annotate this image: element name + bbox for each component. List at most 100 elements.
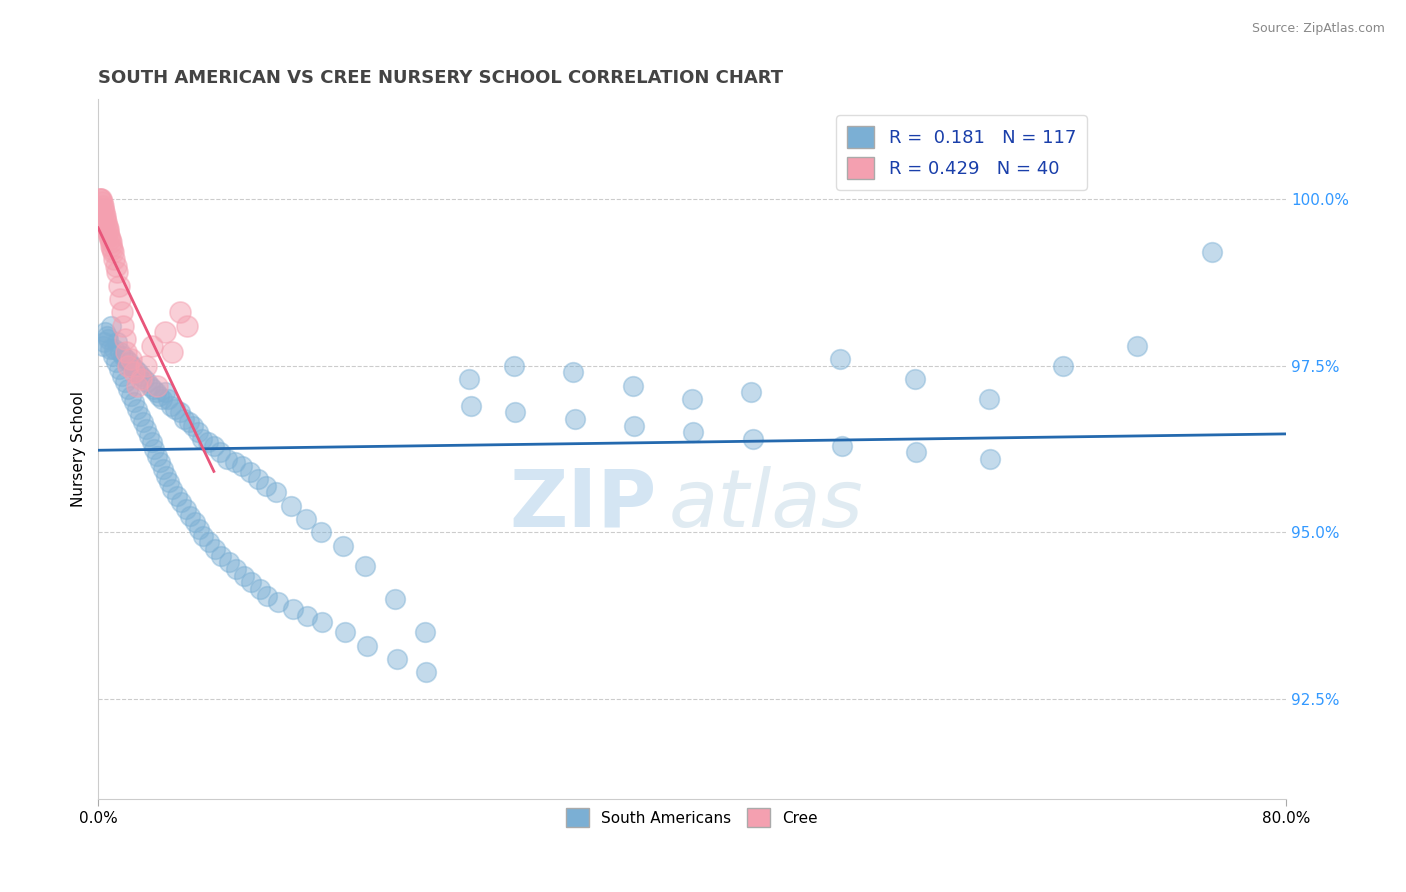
Point <box>97 332 120 346</box>
Point <box>232 568 254 582</box>
Point <box>91 199 114 213</box>
Point <box>564 412 586 426</box>
Point <box>132 372 155 386</box>
Point <box>104 259 127 273</box>
Point <box>142 382 165 396</box>
Point <box>197 435 219 450</box>
Point <box>141 339 163 353</box>
Point <box>176 318 198 333</box>
Legend: South Americans, Cree: South Americans, Cree <box>560 802 824 833</box>
Point <box>129 372 152 386</box>
Point <box>384 591 406 606</box>
Point <box>218 555 240 569</box>
Point <box>103 252 125 266</box>
Text: SOUTH AMERICAN VS CREE NURSERY SCHOOL CORRELATION CHART: SOUTH AMERICAN VS CREE NURSERY SCHOOL CO… <box>98 69 783 87</box>
Point <box>103 342 125 356</box>
Point <box>122 365 145 379</box>
Point <box>165 402 187 417</box>
Point <box>150 392 173 406</box>
Point <box>188 522 211 536</box>
Point <box>186 425 208 440</box>
Point <box>162 482 184 496</box>
Point <box>153 326 176 340</box>
Point <box>89 192 111 206</box>
Point <box>96 215 118 229</box>
Point <box>135 422 157 436</box>
Point <box>979 452 1001 467</box>
Point <box>120 389 142 403</box>
Point <box>115 345 138 359</box>
Point <box>145 385 167 400</box>
Point <box>111 305 134 319</box>
Point <box>356 639 378 653</box>
Point <box>267 595 290 609</box>
Point <box>1126 339 1149 353</box>
Point <box>141 435 163 450</box>
Point <box>247 472 270 486</box>
Point <box>166 489 188 503</box>
Point <box>129 368 152 383</box>
Point <box>249 582 271 596</box>
Point <box>904 372 927 386</box>
Point <box>830 352 852 367</box>
Point <box>91 339 114 353</box>
Point <box>281 602 304 616</box>
Point <box>741 432 763 446</box>
Point <box>297 608 319 623</box>
Point <box>177 415 200 429</box>
Point <box>191 432 214 446</box>
Point <box>217 452 239 467</box>
Point <box>977 392 1000 406</box>
Point <box>112 318 135 333</box>
Point <box>90 192 112 206</box>
Point <box>136 376 159 390</box>
Point <box>153 385 176 400</box>
Point <box>105 265 128 279</box>
Point <box>112 349 135 363</box>
Point <box>139 378 162 392</box>
Point <box>108 278 131 293</box>
Point <box>101 245 124 260</box>
Point <box>254 478 277 492</box>
Point <box>681 392 703 406</box>
Point <box>100 318 122 333</box>
Point <box>309 525 332 540</box>
Point <box>135 359 157 373</box>
Point <box>143 442 166 456</box>
Point <box>128 409 150 423</box>
Point <box>682 425 704 440</box>
Point <box>90 195 112 210</box>
Point <box>460 399 482 413</box>
Point <box>91 202 114 216</box>
Point <box>354 558 377 573</box>
Point <box>118 355 141 369</box>
Point <box>156 392 179 406</box>
Point <box>96 219 118 233</box>
Point <box>97 222 120 236</box>
Point <box>105 335 128 350</box>
Point <box>333 625 356 640</box>
Point <box>104 355 127 369</box>
Point <box>138 428 160 442</box>
Point <box>179 508 201 523</box>
Point <box>240 575 263 590</box>
Point <box>93 209 115 223</box>
Point <box>174 502 197 516</box>
Point <box>98 228 121 243</box>
Point <box>231 458 253 473</box>
Y-axis label: Nursery School: Nursery School <box>72 391 86 507</box>
Point <box>93 335 115 350</box>
Point <box>562 365 585 379</box>
Point <box>96 328 118 343</box>
Point <box>94 212 117 227</box>
Point <box>110 292 132 306</box>
Point <box>155 468 177 483</box>
Point <box>114 376 136 390</box>
Point <box>1201 245 1223 260</box>
Point <box>181 418 204 433</box>
Point <box>225 562 247 576</box>
Point <box>148 389 170 403</box>
Point <box>146 449 169 463</box>
Point <box>280 499 302 513</box>
Point <box>89 192 111 206</box>
